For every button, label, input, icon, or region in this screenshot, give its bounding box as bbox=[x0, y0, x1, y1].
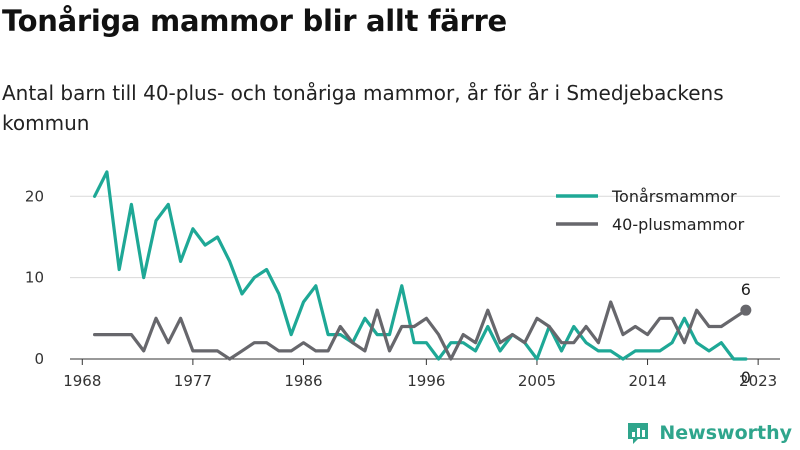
y-tick-label: 20 bbox=[25, 187, 44, 205]
series-line-40-plusmammor bbox=[93, 300, 748, 361]
x-tick-label: 2005 bbox=[518, 372, 556, 390]
chart-subtitle: Antal barn till 40-plus- och tonåriga ma… bbox=[2, 81, 724, 135]
data-label: 0 bbox=[741, 368, 751, 387]
y-tick-label: 0 bbox=[34, 350, 44, 368]
x-tick-label: 2023 bbox=[739, 372, 777, 390]
brand-name: Newsworthy bbox=[659, 422, 792, 444]
x-tick-label: 1977 bbox=[174, 372, 212, 390]
end-point-marker bbox=[740, 304, 752, 316]
legend: Tonårsmammor 40-plusmammor bbox=[556, 187, 745, 234]
y-tick-label: 10 bbox=[25, 269, 44, 287]
legend-label: 40-plusmammor bbox=[612, 215, 745, 234]
x-tick-label: 1996 bbox=[407, 372, 445, 390]
brand-logo: Newsworthy bbox=[625, 420, 792, 446]
data-label: 6 bbox=[741, 280, 751, 299]
x-tick-label: 1986 bbox=[284, 372, 322, 390]
x-tick-label: 1968 bbox=[63, 372, 101, 390]
series-line-tonårsmammor bbox=[93, 170, 748, 361]
x-tick-label: 2014 bbox=[628, 372, 666, 390]
chart-title: Tonåriga mammor blir allt färre bbox=[2, 4, 507, 38]
newsworthy-logo-icon bbox=[628, 423, 649, 444]
legend-label: Tonårsmammor bbox=[611, 187, 737, 206]
